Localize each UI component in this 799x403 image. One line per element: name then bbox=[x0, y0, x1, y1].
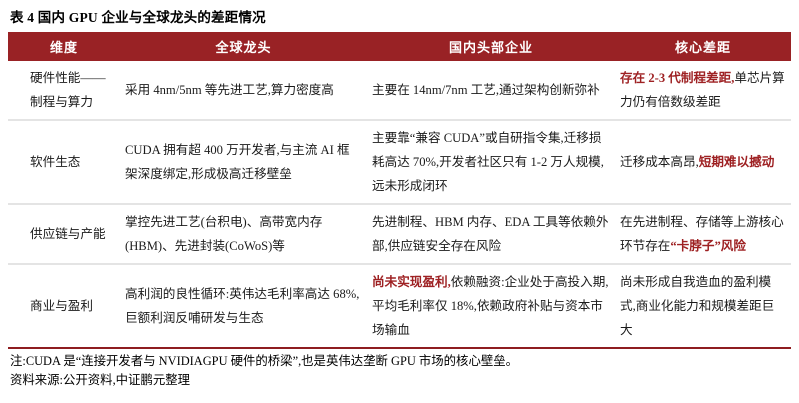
table-row: 软件生态 CUDA 拥有超 400 万开发者,与主流 AI 框架深度绑定,形成极高… bbox=[8, 120, 791, 205]
core-gap-cell: 尚未形成自我造血的盈利模式,商业化能力和规模差距巨大 bbox=[615, 264, 791, 349]
domestic-company-cell: 主要在 14nm/7nm 工艺,通过架构创新弥补 bbox=[367, 61, 615, 121]
table-row: 商业与盈利 高利润的良性循环:英伟达毛利率高达 68%,巨额利润反哺研发与生态 尚未… bbox=[8, 264, 791, 349]
cell-text: 迁移成本高昂, bbox=[620, 155, 699, 169]
cell-text: 高利润的良性循环:英伟达毛利率高达 68%,巨额利润反哺研发与生态 bbox=[125, 287, 360, 325]
cell-text: 掌控先进工艺(台积电)、高带宽内存(HBM)、先进封装(CoWoS)等 bbox=[125, 215, 323, 253]
dimension-cell: 软件生态 bbox=[8, 120, 120, 205]
highlight-text: 短期难以撼动 bbox=[698, 155, 775, 169]
cell-text: 软件生态 bbox=[30, 155, 81, 169]
cell-text: 单芯片算力仍有倍数级差距 bbox=[620, 71, 785, 109]
dimension-cell: 商业与盈利 bbox=[8, 264, 120, 349]
column-header: 核心差距 bbox=[615, 32, 791, 61]
global-leader-cell: 高利润的良性循环:英伟达毛利率高达 68%,巨额利润反哺研发与生态 bbox=[120, 264, 367, 349]
highlight-text: 存在 2-3 代制程差距, bbox=[620, 71, 735, 85]
source-note: 资料来源:公开资料,中证鹏元整理 bbox=[10, 373, 191, 387]
dimension-cell: 硬件性能——制程与算力 bbox=[8, 61, 120, 121]
table-title: 表 4 国内 GPU 企业与全球龙头的差距情况 bbox=[10, 10, 266, 25]
domestic-company-cell: 主要靠“兼容 CUDA”或自研指令集,迁移损耗高达 70%,开发者社区只有 1-… bbox=[367, 120, 615, 205]
table-row: 供应链与产能 掌控先进工艺(台积电)、高带宽内存(HBM)、先进封装(CoWoS)… bbox=[8, 204, 791, 265]
core-gap-cell: 迁移成本高昂,短期难以撼动 bbox=[615, 120, 791, 205]
core-gap-cell: 存在 2-3 代制程差距,单芯片算力仍有倍数级差距 bbox=[615, 61, 791, 121]
page: 表 4 国内 GPU 企业与全球龙头的差距情况 维度 全球龙头 国内头部企业 核心差距… bbox=[8, 10, 791, 390]
cell-text: 尚未形成自我造血的盈利模式,商业化能力和规模差距巨大 bbox=[620, 275, 775, 337]
column-header: 全球龙头 bbox=[120, 32, 367, 61]
cell-text: 采用 4nm/5nm 等先进工艺,算力密度高 bbox=[125, 83, 334, 97]
cell-text: 商业与盈利 bbox=[30, 299, 93, 313]
table-notes: 注:CUDA 是“连接开发者与 NVIDIAGPU 硬件的桥梁”,也是英伟达垄断… bbox=[10, 352, 791, 390]
cell-text: 供应链与产能 bbox=[30, 227, 106, 241]
comparison-table: 维度 全球龙头 国内头部企业 核心差距 硬件性能——制程与算力 采用 4nm/5nm 等… bbox=[8, 32, 791, 349]
footnote: 注:CUDA 是“连接开发者与 NVIDIAGPU 硬件的桥梁”,也是英伟达垄断… bbox=[10, 354, 519, 368]
cell-text: 主要在 14nm/7nm 工艺,通过架构创新弥补 bbox=[372, 83, 600, 97]
highlight-text: 尚未实现盈利, bbox=[372, 275, 451, 289]
domestic-company-cell: 尚未实现盈利,依赖融资:企业处于高投入期,平均毛利率仅 18%,依赖政府补贴与资… bbox=[367, 264, 615, 349]
global-leader-cell: CUDA 拥有超 400 万开发者,与主流 AI 框架深度绑定,形成极高迁移壁垒 bbox=[120, 120, 367, 205]
column-header: 国内头部企业 bbox=[367, 32, 615, 61]
table-row: 硬件性能——制程与算力 采用 4nm/5nm 等先进工艺,算力密度高 主要在 14n… bbox=[8, 61, 791, 121]
highlight-text: “卡脖子”风险 bbox=[670, 239, 746, 253]
table-body: 硬件性能——制程与算力 采用 4nm/5nm 等先进工艺,算力密度高 主要在 14n… bbox=[8, 61, 791, 349]
table-head: 维度 全球龙头 国内头部企业 核心差距 bbox=[8, 32, 791, 61]
cell-text: 依赖融资:企业处于高投入期,平均毛利率仅 18%,依赖政府补贴与资本市场输血 bbox=[372, 275, 609, 337]
domestic-company-cell: 先进制程、HBM 内存、EDA 工具等依赖外部,供应链安全存在风险 bbox=[367, 204, 615, 265]
global-leader-cell: 采用 4nm/5nm 等先进工艺,算力密度高 bbox=[120, 61, 367, 121]
cell-text: 主要靠“兼容 CUDA”或自研指令集,迁移损耗高达 70%,开发者社区只有 1-… bbox=[372, 131, 604, 193]
column-header: 维度 bbox=[8, 32, 120, 61]
cell-text: 硬件性能——制程与算力 bbox=[30, 71, 106, 109]
cell-text: 在先进制程、存储等上游核心环节存在 bbox=[620, 215, 784, 253]
dimension-cell: 供应链与产能 bbox=[8, 204, 120, 265]
cell-text: CUDA 拥有超 400 万开发者,与主流 AI 框架深度绑定,形成极高迁移壁垒 bbox=[125, 143, 350, 181]
core-gap-cell: 在先进制程、存储等上游核心环节存在“卡脖子”风险 bbox=[615, 204, 791, 265]
table-header-row: 维度 全球龙头 国内头部企业 核心差距 bbox=[8, 32, 791, 61]
global-leader-cell: 掌控先进工艺(台积电)、高带宽内存(HBM)、先进封装(CoWoS)等 bbox=[120, 204, 367, 265]
cell-text: 先进制程、HBM 内存、EDA 工具等依赖外部,供应链安全存在风险 bbox=[372, 215, 609, 253]
